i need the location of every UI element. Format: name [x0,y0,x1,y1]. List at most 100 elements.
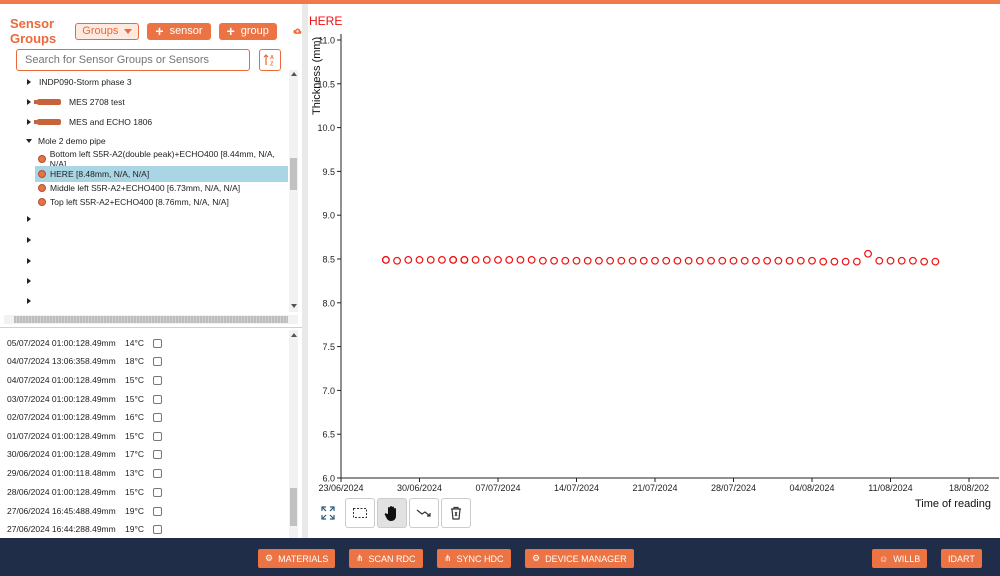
data-point[interactable] [381,255,390,264]
data-point[interactable] [617,256,626,265]
data-point[interactable] [494,255,502,264]
data-point[interactable] [449,255,458,264]
data-point[interactable] [393,256,401,265]
readings-scrollbar[interactable] [289,330,298,540]
data-point[interactable] [740,256,749,265]
reading-checkbox[interactable] [153,356,162,366]
tree-sensor-row-selected[interactable]: HERE [8.48mm, N/A, N/A] [35,166,288,182]
user-button[interactable]: ☺ WILLB [872,549,928,568]
data-point[interactable] [763,256,772,265]
data-point[interactable] [830,257,839,266]
tree-group-row[interactable] [27,232,31,248]
scan-rdc-button[interactable]: ⋔ SCAN RDC [349,549,423,568]
data-point[interactable] [460,255,469,264]
data-point[interactable] [583,256,592,265]
data-point[interactable] [752,256,760,265]
expand-arrow-icon[interactable] [27,79,31,85]
box-zoom-button[interactable] [345,498,375,528]
data-point[interactable] [538,256,547,265]
add-group-button[interactable]: + group [218,22,277,40]
panel-splitter[interactable] [302,4,308,538]
sync-hdc-button[interactable]: ⋔ SYNC HDC [437,549,511,568]
scroll-up-arrow-icon[interactable] [291,333,297,337]
fit-view-button[interactable] [313,498,343,528]
reading-checkbox[interactable] [153,487,162,497]
tree-sensor-row[interactable]: Middle left S5R-A2+ECHO400 [6.73mm, N/A,… [37,180,283,196]
data-point[interactable] [875,256,884,265]
expand-arrow-icon[interactable] [27,237,31,243]
data-point[interactable] [707,256,715,265]
data-point[interactable] [819,257,828,266]
data-point[interactable] [886,256,895,265]
data-point[interactable] [639,256,648,265]
data-point[interactable] [897,256,906,265]
tree-sensor-row[interactable]: Bottom left S5R-A2(double peak)+ECHO400 … [37,149,283,169]
reading-checkbox[interactable] [153,449,162,459]
data-point[interactable] [404,255,413,264]
expand-arrow-icon[interactable] [27,258,31,264]
data-point[interactable] [482,255,491,264]
reading-checkbox[interactable] [153,506,162,516]
data-point[interactable] [852,257,861,266]
data-point[interactable] [684,256,693,265]
data-point[interactable] [595,256,603,265]
tree-group-row[interactable] [27,253,31,269]
reading-checkbox[interactable] [153,412,162,422]
expand-arrow-icon[interactable] [27,298,31,304]
data-point[interactable] [572,256,581,265]
reading-checkbox[interactable] [153,394,162,404]
data-point[interactable] [864,249,872,258]
data-point[interactable] [718,256,727,265]
expand-arrow-icon[interactable] [27,216,31,222]
add-sensor-button[interactable]: + sensor [147,22,211,40]
reading-checkbox[interactable] [153,468,162,478]
device-manager-button[interactable]: ⚙ DEVICE MANAGER [525,549,634,568]
data-point[interactable] [931,257,940,266]
cloud-upload-icon[interactable] [293,25,302,37]
reading-checkbox[interactable] [153,338,162,348]
data-point[interactable] [438,255,446,264]
data-point[interactable] [527,255,536,264]
scrollbar-thumb[interactable] [14,316,288,323]
data-point[interactable] [729,256,738,265]
trend-line-button[interactable] [409,498,439,528]
tree-vertical-scrollbar[interactable] [289,70,298,312]
delete-button[interactable] [441,498,471,528]
data-point[interactable] [606,256,615,265]
materials-button[interactable]: ⚙ MATERIALS [258,549,336,568]
reading-checkbox[interactable] [153,524,162,534]
data-point[interactable] [516,255,525,264]
data-point[interactable] [673,256,682,265]
expand-arrow-icon[interactable] [27,278,31,284]
data-point[interactable] [505,255,514,264]
data-point[interactable] [471,255,480,264]
collapse-arrow-icon[interactable] [26,139,32,143]
data-point[interactable] [695,256,704,265]
tree-group-row[interactable]: Mole 2 demo pipe [26,133,106,149]
scrollbar-thumb[interactable] [290,158,297,190]
scroll-down-arrow-icon[interactable] [291,304,297,308]
data-point[interactable] [628,256,637,265]
tree-group-row[interactable] [27,273,31,289]
expand-arrow-icon[interactable] [27,99,31,105]
data-point[interactable] [841,257,850,266]
idart-button[interactable]: IDART [941,549,982,568]
scroll-up-arrow-icon[interactable] [291,72,297,76]
data-point[interactable] [415,255,424,264]
data-point[interactable] [561,256,570,265]
data-point[interactable] [662,256,671,265]
tree-sensor-row[interactable]: Top left S5R-A2+ECHO400 [8.76mm, N/A, N/… [37,194,283,210]
reading-checkbox[interactable] [153,375,162,385]
data-point[interactable] [426,255,435,264]
pan-tool-button[interactable] [377,498,407,528]
data-point[interactable] [651,256,659,265]
scrollbar-thumb[interactable] [290,488,297,526]
tree-group-row[interactable]: MES and ECHO 1806 [27,114,152,130]
data-point[interactable] [808,256,816,265]
tree-horizontal-scrollbar[interactable] [4,315,298,324]
data-point[interactable] [774,256,783,265]
tree-group-row[interactable] [27,211,31,227]
search-input[interactable] [16,49,250,71]
data-point[interactable] [785,256,794,265]
data-point[interactable] [796,256,805,265]
